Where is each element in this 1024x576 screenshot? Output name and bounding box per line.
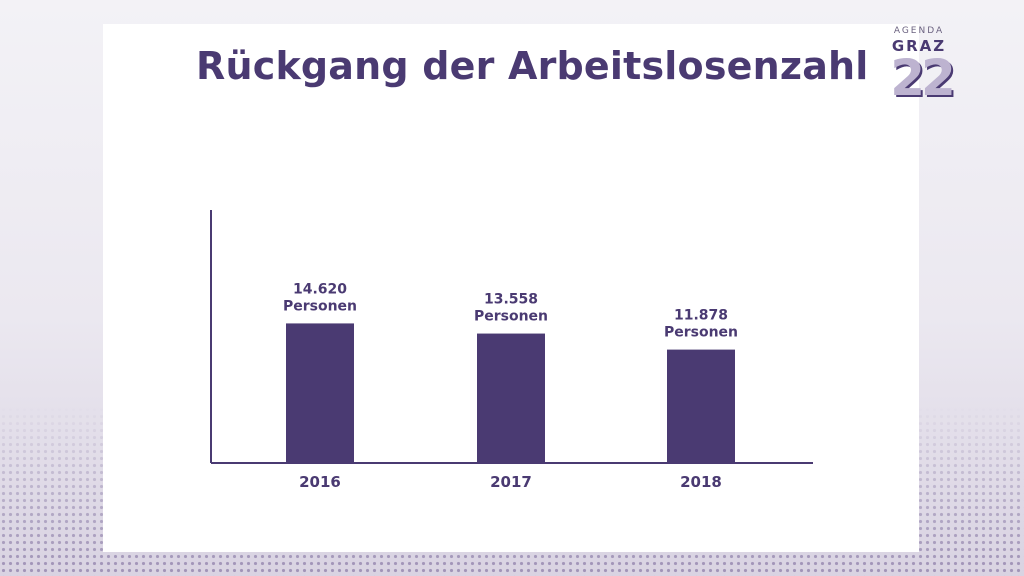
data-label-value: 13.558 [484, 292, 538, 308]
chart-marks: 14.620Personen201613.558Personen201711.8… [283, 281, 738, 491]
data-label-unit: Personen [283, 298, 357, 314]
agenda-graz-logo: AGENDA GRAZ 22 [882, 26, 962, 110]
logo-number: 22 [890, 49, 956, 107]
data-label-value: 14.620 [293, 281, 347, 297]
x-tick-label: 2018 [680, 473, 722, 491]
x-tick-label: 2016 [299, 473, 341, 491]
data-label-unit: Personen [474, 309, 548, 325]
bar-2017 [477, 333, 545, 463]
data-label-unit: Personen [664, 325, 738, 341]
slide-title: Rückgang der Arbeitslosenzahl [196, 44, 869, 88]
logo-agenda-text: AGENDA [893, 26, 945, 36]
logo-graz-text: GRAZ [891, 37, 947, 55]
bar-2018 [667, 349, 735, 463]
bar-2016 [286, 323, 354, 463]
data-label-value: 11.878 [674, 308, 728, 324]
x-tick-label: 2017 [490, 473, 532, 491]
